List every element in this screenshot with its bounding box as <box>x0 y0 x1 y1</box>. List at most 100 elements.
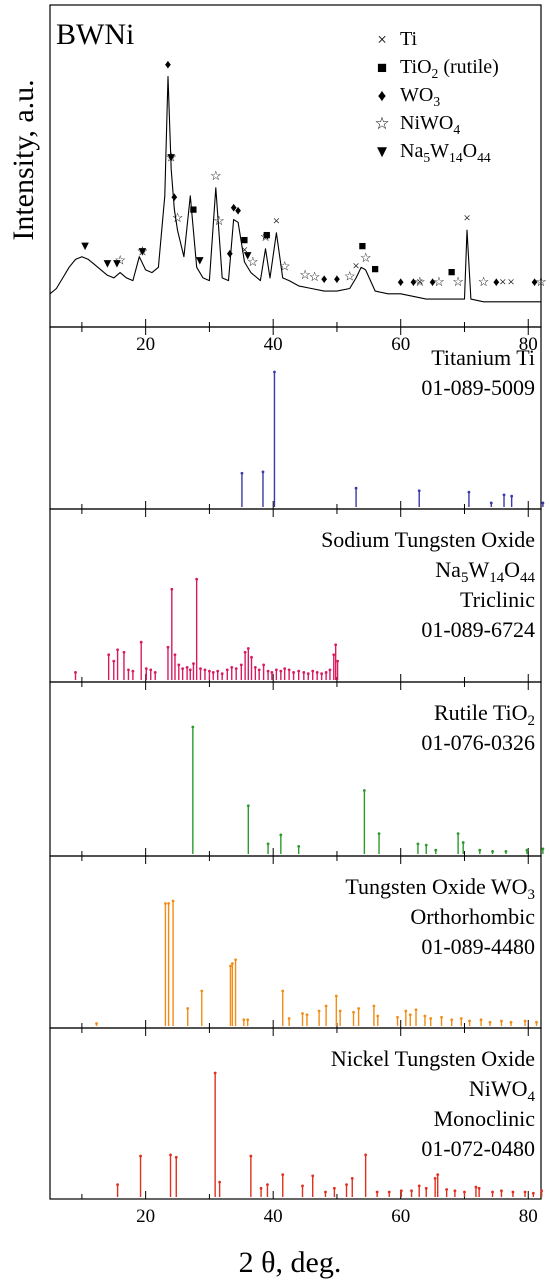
stick-cap <box>433 1177 437 1180</box>
stick-cap <box>332 1186 336 1190</box>
stick-cap <box>213 1071 217 1075</box>
stick-cap <box>306 672 310 676</box>
stick-cap <box>287 668 291 672</box>
stick-cap <box>334 643 338 647</box>
peak-marker: ☆ <box>344 269 356 284</box>
reference-label: Monoclinic <box>434 1106 536 1131</box>
legend-marker: ■ <box>377 58 387 77</box>
peak-marker: ☆ <box>247 254 259 269</box>
stick-cap <box>144 667 148 671</box>
stick-cap <box>279 669 283 673</box>
stick-cap <box>171 899 175 903</box>
stick-cap <box>477 1186 481 1190</box>
stick-cap <box>511 1190 515 1194</box>
stick-cap <box>243 650 247 654</box>
stick-cap <box>450 1018 454 1022</box>
stick-cap <box>489 501 493 505</box>
peak-marker: × <box>273 213 280 228</box>
legend-label: NiWO4 <box>400 112 460 137</box>
stick-cap <box>266 669 270 673</box>
stick-cap <box>116 648 119 652</box>
stick-cap <box>208 669 211 673</box>
reference-label: 01-072-0480 <box>421 1136 535 1161</box>
stick-cap <box>239 663 243 667</box>
stick-cap <box>345 1183 348 1186</box>
stick-cap <box>336 659 339 663</box>
stick-cap <box>301 1184 304 1188</box>
peak-marker: ■ <box>448 264 456 279</box>
stick-cap <box>315 671 319 674</box>
stick-cap <box>220 672 224 676</box>
panel-frame <box>49 4 542 328</box>
reference-label: 01-089-6724 <box>421 617 535 642</box>
stick-cap <box>188 668 192 672</box>
peak-marker: ☆ <box>172 210 184 225</box>
peak-marker: ☆ <box>360 250 372 265</box>
stick-cap <box>523 1190 527 1194</box>
peak-marker: ■ <box>371 261 379 276</box>
stick-cap <box>491 850 494 853</box>
stick-cap <box>257 668 261 672</box>
stick-cap <box>354 486 358 490</box>
stick-cap <box>362 789 366 792</box>
stick-cap <box>242 1018 246 1022</box>
reference-label: Na5W14O44 <box>435 557 535 586</box>
stick-cap <box>112 659 116 663</box>
stick-cap <box>479 1018 483 1022</box>
stick-cap <box>305 1013 309 1017</box>
panels: 20 40 60 80 20 40 60 80 BWNi Intensity, a.u. × Ti ■ T… <box>7 4 547 1227</box>
peak-marker: × <box>241 242 248 257</box>
stick-cap <box>177 663 181 667</box>
peak-marker: ▼ <box>165 149 178 164</box>
x-tick-label: 80 <box>519 334 538 355</box>
stick-cap <box>153 671 157 674</box>
stick-cap <box>357 1007 361 1010</box>
stick-cap <box>541 501 545 505</box>
stick-cap <box>164 902 167 905</box>
stick-cap <box>297 669 301 673</box>
stick-cap <box>127 668 130 672</box>
stick-cap <box>131 669 135 673</box>
stick-cap <box>467 490 471 494</box>
x-axis-label: 2 θ, deg. <box>239 1246 342 1279</box>
stick-cap <box>417 489 421 493</box>
peak-marker: ♦ <box>227 245 234 260</box>
stick-cap <box>216 669 220 673</box>
stick-cap <box>311 1174 315 1178</box>
peak-marker: ■ <box>241 232 249 247</box>
stick-cap <box>372 1004 376 1008</box>
peak-marker: ☆ <box>535 274 547 289</box>
stick-cap <box>410 1189 413 1193</box>
peak-marker: ☆ <box>137 243 149 258</box>
peak-marker: ☆ <box>114 253 126 268</box>
legend-label: TiO2 (rutile) <box>400 56 499 81</box>
peak-marker: ☆ <box>414 274 426 289</box>
stick-cap <box>436 1173 440 1177</box>
stick-cap <box>262 663 266 667</box>
stick-cap <box>200 989 204 993</box>
stick-cap <box>169 1153 172 1157</box>
peak-marker: × <box>507 274 514 289</box>
stick-cap <box>185 666 189 669</box>
stick-cap <box>456 832 460 836</box>
reference-label: Nickel Tungsten Oxide <box>331 1046 535 1071</box>
stick-cap <box>218 1180 222 1184</box>
stick-cap <box>174 1155 178 1159</box>
stick-cap <box>396 1015 399 1019</box>
peak-marker: ☆ <box>478 274 490 289</box>
stick-cap <box>535 1020 538 1024</box>
peak-marker: ♦ <box>235 202 242 217</box>
main-title: BWNi <box>56 18 134 51</box>
reference-label: Orthorhombic <box>410 904 535 929</box>
stick-cap <box>274 668 278 672</box>
peak-marker: ♦ <box>397 274 404 289</box>
stick-cap <box>186 1007 190 1010</box>
stick-cap <box>377 832 381 836</box>
stick-cap <box>417 1184 421 1188</box>
pattern-line <box>49 75 541 303</box>
stick-cap <box>461 841 465 844</box>
peak-marker: ■ <box>359 238 367 253</box>
stick-cap <box>192 662 195 666</box>
x-tick-label: 40 <box>264 334 283 355</box>
stick-cap <box>500 1189 503 1193</box>
